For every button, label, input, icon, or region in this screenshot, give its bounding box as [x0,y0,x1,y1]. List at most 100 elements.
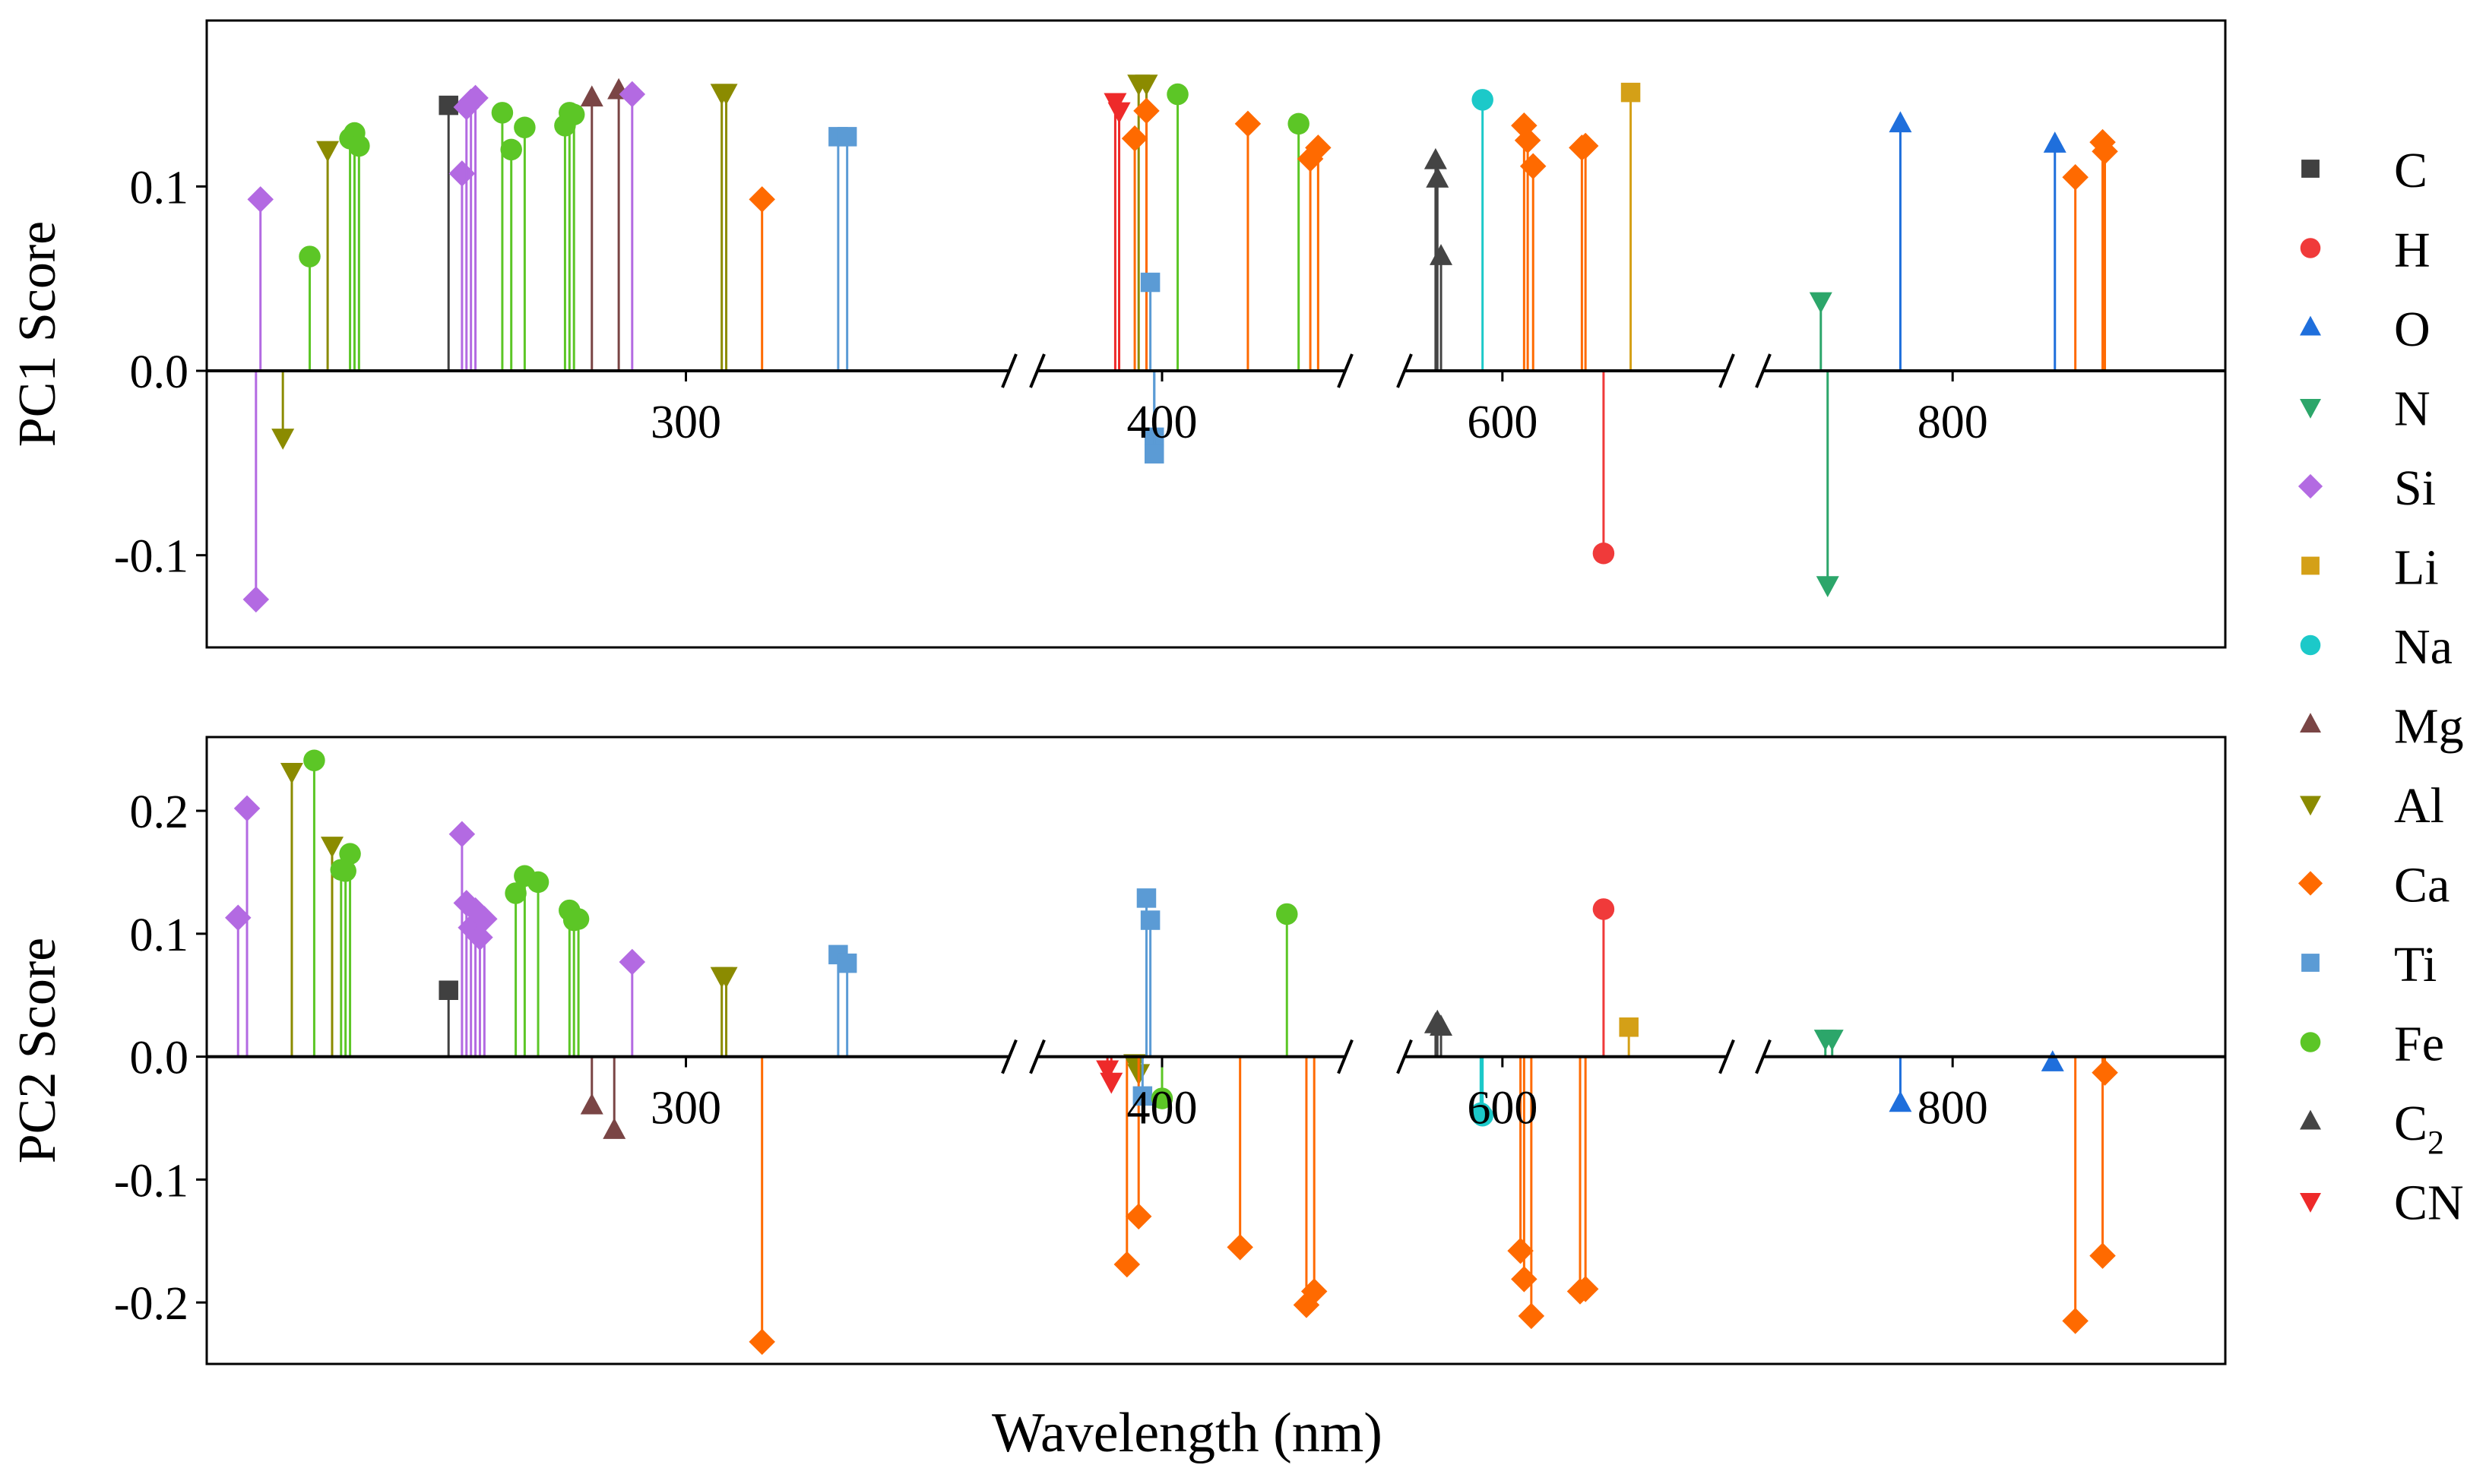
legend-marker-triangle-up [2300,713,2321,733]
marker-ca [2062,1308,2089,1334]
legend-marker-circle [2300,1032,2321,1052]
marker-fe [1167,83,1189,106]
legend-marker-triangle-up [2300,315,2321,336]
marker-fe [1276,903,1298,926]
axis-break-mark [1337,353,1354,388]
marker-h [1592,543,1615,565]
legend-marker-triangle-down [2300,399,2321,419]
marker-c [439,95,458,115]
marker-al [714,84,738,106]
marker-ca [1133,97,1160,125]
legend-marker-diamond [2298,473,2323,499]
marker-ca [2089,1242,2116,1269]
marker-c [439,980,458,1000]
marker-mg [580,1093,603,1115]
marker-o [1889,111,1912,133]
marker-ca [1518,1302,1545,1330]
legend-label: C2 [2394,1096,2444,1161]
marker-ca [1514,127,1541,153]
axis-break-mark [1755,353,1772,388]
marker-o [1889,1090,1912,1112]
legend-marker-circle [2300,238,2321,258]
marker-ti [1144,444,1164,464]
marker-ca [1125,1203,1152,1230]
marker-al [280,763,303,784]
marker-fe [303,749,325,771]
legend-label: Si [2394,460,2436,516]
marker-c2 [1426,166,1449,188]
axis-break-mark [1029,1039,1046,1074]
marker-cn [1107,102,1131,124]
marker-ca [1572,132,1599,160]
y-tick-label: -0.1 [114,1155,188,1207]
legend-item-h: H [2300,223,2431,278]
legend-item-ti: Ti [2301,937,2437,992]
marker-li [1619,1017,1639,1037]
legend-marker-triangle-up [2300,1109,2321,1130]
marker-ca [1519,153,1547,179]
y-tick-label: 0.1 [130,910,189,961]
x-tick-label: 800 [1918,1083,1988,1134]
y-tick-label: -0.1 [114,531,188,583]
legend-marker-triangle-down [2300,1193,2321,1213]
legend-item-fe: Fe [2300,1017,2444,1072]
legend-label: Li [2394,540,2439,596]
legend-label: Al [2394,778,2444,834]
marker-si [462,84,489,112]
legend-label: Ca [2394,858,2450,913]
marker-ca [2062,164,2089,191]
marker-ca [2092,1059,2118,1086]
legend-label: H [2394,223,2431,278]
marker-al [320,837,344,858]
marker-fe [567,908,590,930]
marker-al [1135,74,1158,96]
marker-si [233,795,261,822]
legend-marker-diamond [2298,871,2323,896]
marker-fe [500,138,522,161]
marker-ca [1113,1251,1141,1278]
marker-fe [505,882,527,904]
marker-si [448,160,476,187]
x-tick-label: 400 [1127,1083,1198,1134]
panel-frame [205,19,2227,649]
marker-mg [580,85,603,107]
legend-marker-triangle-down [2300,796,2321,816]
legend-label: C [2394,143,2427,198]
legend-item-li: Li [2301,540,2439,596]
legend-item-c2: C2 [2300,1096,2444,1161]
marker-si [242,586,270,613]
y-axis-title: PC2 Score [8,938,67,1164]
legend-label: N [2394,381,2431,437]
marker-al [271,429,295,450]
marker-si [467,924,493,951]
legend-item-cn: CN [2300,1175,2464,1231]
marker-al [714,967,738,989]
marker-mg [603,1118,626,1139]
panel-1: -0.1 0.0 0.1 PC1 Score 300 400 600 800 [8,19,2227,649]
marker-o [2043,131,2066,153]
marker-fe [562,103,585,125]
marker-li [1620,82,1641,103]
marker-o [2041,1050,2064,1071]
y-tick-label: 0.1 [130,162,189,214]
marker-ca [749,1328,775,1356]
marker-n [1816,576,1839,597]
marker-cn [1100,1072,1123,1094]
y-tick-label: 0.2 [130,786,189,838]
x-tick-label: 800 [1918,397,1988,448]
marker-ca [1305,134,1332,161]
legend-label: O [2394,302,2431,357]
legend-marker-square [2301,954,2320,972]
marker-cn [1096,1060,1119,1082]
legend-item-mg: Mg [2300,699,2464,755]
marker-fe [339,843,361,865]
y-tick-label: 0.0 [130,346,189,398]
legend-item-o: O [2300,302,2431,357]
marker-fe [514,116,536,138]
y-tick-label: 0.0 [130,1033,189,1084]
panel-2: -0.2 -0.1 0.0 0.1 0.2 PC2 Score 300 400 600 800 [8,736,2227,1365]
marker-fe [1287,112,1310,135]
marker-c2 [1424,147,1447,169]
